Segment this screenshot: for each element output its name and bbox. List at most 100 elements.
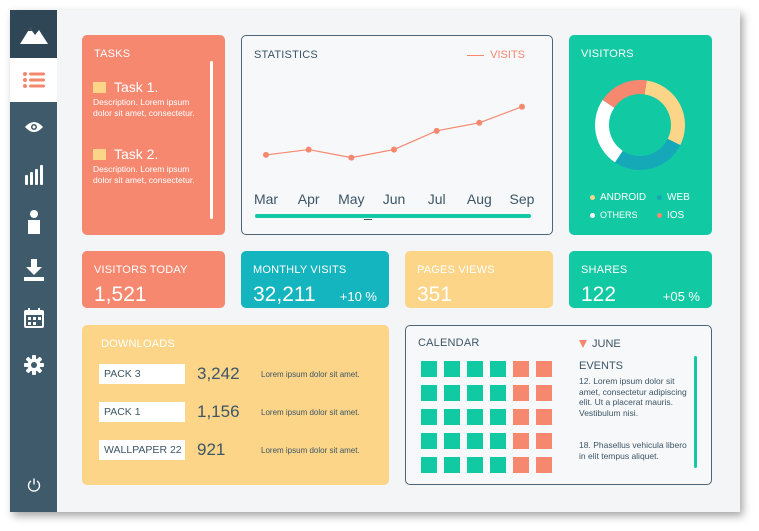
data-point — [476, 119, 483, 126]
chart-scroll-thumb[interactable] — [364, 219, 372, 220]
caret-down-icon — [579, 340, 587, 348]
x-tick-label: May — [338, 191, 364, 207]
calendar-day-cell[interactable] — [467, 433, 483, 449]
sidebar — [10, 10, 57, 512]
chart-scrollbar[interactable] — [255, 214, 531, 218]
events-scrollbar[interactable] — [694, 356, 697, 468]
calendar-day-cell[interactable] — [490, 433, 506, 449]
data-point — [519, 103, 525, 110]
month-selector[interactable]: JUNE — [579, 338, 621, 350]
event-item[interactable]: 18. Phasellus vehicula libero in elit te… — [579, 440, 687, 461]
data-point — [305, 146, 312, 153]
calendar-day-cell[interactable] — [536, 385, 552, 401]
tasks-scrollbar[interactable] — [210, 61, 213, 219]
download-description: Lorem ipsum dolor sit amet. — [261, 445, 360, 455]
kpi-value: 32,211 — [253, 283, 316, 306]
download-row[interactable]: PACK 3 3,242 Lorem ipsum dolor sit amet. — [99, 364, 360, 384]
calendar-title: CALENDAR — [418, 337, 480, 349]
kpi-value: 351 — [417, 283, 453, 306]
donut-slice-android — [644, 80, 685, 146]
calendar-day-cell[interactable] — [444, 457, 460, 473]
task-description: Description. Lorem ipsum dolor sit amet,… — [93, 164, 195, 185]
calendar-icon[interactable] — [10, 296, 57, 340]
calendar-day-cell[interactable] — [467, 385, 483, 401]
calendar-day-cell[interactable] — [421, 433, 437, 449]
calendar-day-cell[interactable] — [444, 361, 460, 377]
shares-card: SHARES 122 +05 % — [569, 251, 712, 308]
kpi-value: 122 — [581, 283, 617, 306]
downloads-title: DOWNLOADS — [101, 338, 175, 350]
download-row[interactable]: PACK 1 1,156 Lorem ipsum dolor sit amet. — [99, 402, 360, 422]
statistics-card: STATISTICS VISITS Mar Apr May Jun Jul Aug Sep — [241, 35, 553, 235]
calendar-day-cell[interactable] — [467, 457, 483, 473]
calendar-day-cell[interactable] — [421, 409, 437, 425]
download-count: 921 — [197, 440, 226, 459]
task-title: Task 1. — [114, 79, 159, 95]
calendar-day-cell[interactable] — [490, 385, 506, 401]
task-marker — [93, 81, 106, 93]
download-name: WALLPAPER 22 — [99, 440, 185, 460]
calendar-day-cell[interactable] — [444, 409, 460, 425]
legend-android: ANDROID — [590, 192, 646, 203]
data-point — [433, 127, 440, 134]
statistics-title: STATISTICS — [254, 49, 318, 61]
legend-others: OTHERS — [590, 210, 638, 220]
kpi-title: SHARES — [581, 264, 628, 276]
tasks-card: TASKS Task 1. Description. Lorem ipsum d… — [82, 35, 225, 235]
calendar-day-cell[interactable] — [513, 457, 529, 473]
task-description: Description. Lorem ipsum dolor sit amet,… — [93, 97, 195, 118]
calendar-day-cell[interactable] — [490, 457, 506, 473]
x-tick-label: Sep — [510, 191, 535, 207]
calendar-day-cell[interactable] — [490, 409, 506, 425]
x-tick-label: Apr — [298, 191, 320, 207]
event-item[interactable]: 12. Lorem ipsum dolor sit amet, consecte… — [579, 376, 687, 418]
bar-chart-icon[interactable] — [10, 153, 57, 197]
task-title: Task 2. — [114, 146, 159, 162]
download-name: PACK 3 — [99, 364, 185, 384]
kpi-change: +05 % — [662, 289, 700, 304]
calendar-day-cell[interactable] — [536, 361, 552, 377]
mountain-logo-icon[interactable] — [10, 10, 57, 58]
dashboard-window: TASKS Task 1. Description. Lorem ipsum d… — [10, 10, 740, 512]
download-description: Lorem ipsum dolor sit amet. — [261, 407, 360, 417]
task-item[interactable]: Task 1. Description. Lorem ipsum dolor s… — [93, 79, 203, 119]
calendar-day-cell[interactable] — [467, 409, 483, 425]
kpi-title: PAGES VIEWS — [417, 264, 495, 276]
calendar-day-cell[interactable] — [513, 361, 529, 377]
calendar-day-cell[interactable] — [536, 457, 552, 473]
calendar-day-cell[interactable] — [513, 409, 529, 425]
data-point — [348, 154, 355, 161]
legend-label: VISITS — [490, 49, 525, 61]
calendar-day-cell[interactable] — [467, 361, 483, 377]
download-icon[interactable] — [10, 248, 57, 292]
user-icon[interactable] — [10, 200, 57, 244]
downloads-card: DOWNLOADS PACK 3 3,242 Lorem ipsum dolor… — [82, 325, 389, 485]
chart-legend: VISITS — [467, 49, 525, 61]
visitors-donut-chart — [595, 80, 685, 170]
visitors-today-card: VISITORS TODAY 1,521 — [82, 251, 225, 308]
calendar-day-cell[interactable] — [444, 433, 460, 449]
calendar-day-cell[interactable] — [421, 457, 437, 473]
calendar-day-cell[interactable] — [421, 361, 437, 377]
power-icon[interactable] — [10, 463, 57, 507]
x-tick-label: Mar — [254, 191, 278, 207]
calendar-day-cell[interactable] — [490, 361, 506, 377]
calendar-day-cell[interactable] — [513, 433, 529, 449]
calendar-day-cell[interactable] — [536, 433, 552, 449]
calendar-day-cell[interactable] — [536, 409, 552, 425]
calendar-grid — [421, 361, 552, 473]
task-item[interactable]: Task 2. Description. Lorem ipsum dolor s… — [93, 146, 203, 186]
calendar-day-cell[interactable] — [513, 385, 529, 401]
download-name: PACK 1 — [99, 402, 185, 422]
kpi-title: VISITORS TODAY — [94, 264, 188, 276]
download-description: Lorem ipsum dolor sit amet. — [261, 369, 360, 379]
download-row[interactable]: WALLPAPER 22 921 Lorem ipsum dolor sit a… — [99, 440, 360, 460]
x-tick-label: Aug — [467, 191, 492, 207]
gear-icon[interactable] — [10, 343, 57, 387]
visitors-card: VISITORS ANDROID WEB OTHERS IOS — [569, 35, 712, 235]
kpi-change: +10 % — [339, 289, 377, 304]
calendar-day-cell[interactable] — [421, 385, 437, 401]
calendar-day-cell[interactable] — [444, 385, 460, 401]
list-icon[interactable] — [10, 58, 57, 102]
eye-icon[interactable] — [10, 105, 57, 149]
